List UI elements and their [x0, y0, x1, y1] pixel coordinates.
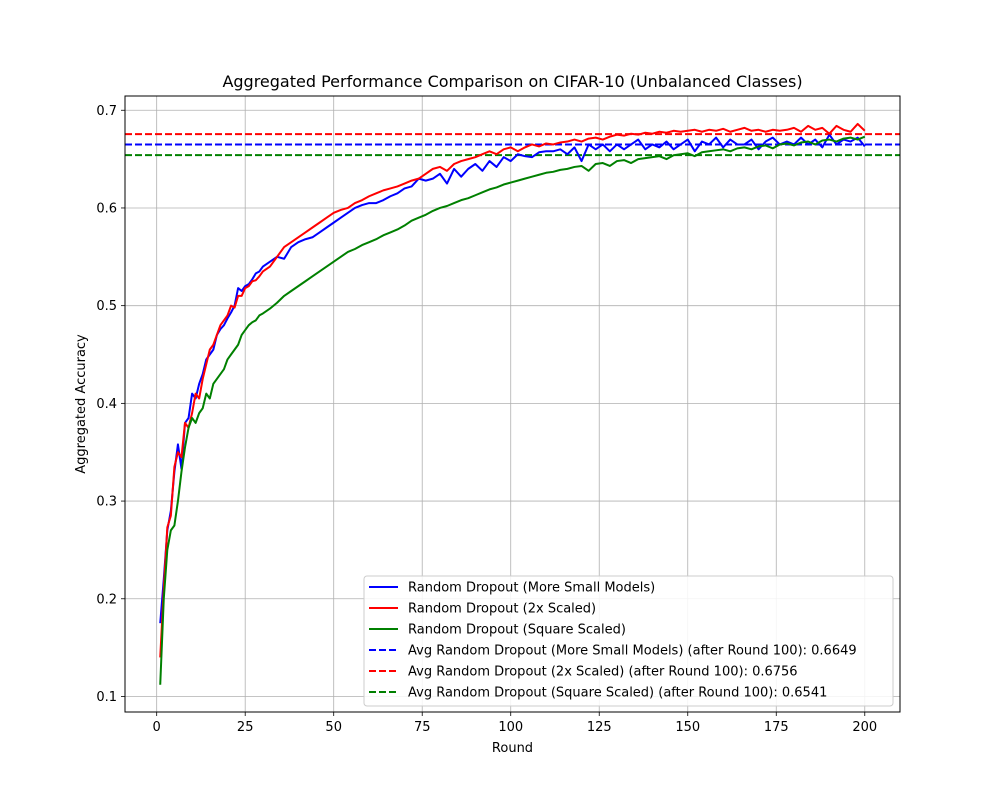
legend-label-3: Avg Random Dropout (More Small Models) (…: [408, 644, 857, 659]
x-tick-label: 50: [325, 720, 342, 735]
series-layer: [159, 122, 866, 685]
y-tick-label: 0.5: [96, 299, 117, 314]
y-tick-label: 0.3: [96, 495, 117, 510]
ticks-layer: 0 25 50 75 100 125 150 175 200 0.1 0.2 0.3 0.4 0.5 0.6…: [96, 104, 877, 735]
y-tick-label: 0.6: [96, 201, 117, 216]
plot-frame: [124, 95, 901, 713]
x-tick-label: 25: [237, 720, 254, 735]
legend-label-2: Random Dropout (Square Scaled): [408, 623, 626, 638]
legend-label-0: Random Dropout (More Small Models): [408, 581, 655, 596]
x-tick-label: 75: [414, 720, 431, 735]
legend-label-4: Avg Random Dropout (2x Scaled) (after Ro…: [408, 665, 798, 680]
legend: Random Dropout (More Small Models) Random…: [363, 575, 894, 707]
x-tick-label: 150: [675, 720, 700, 735]
x-axis-label: Round: [492, 741, 533, 756]
x-tick-label: 100: [498, 720, 523, 735]
y-tick-label: 0.2: [96, 592, 117, 607]
series-line-0: [159, 133, 866, 624]
legend-label-5: Avg Random Dropout (Square Scaled) (afte…: [408, 686, 827, 701]
series-line-1: [159, 122, 866, 658]
y-tick-label: 0.7: [96, 104, 117, 119]
x-tick-label: 125: [587, 720, 612, 735]
x-tick-label: 175: [764, 720, 789, 735]
chart-title: Aggregated Performance Comparison on CIF…: [222, 72, 802, 91]
x-tick-label: 0: [153, 720, 161, 735]
reference-lines-layer: [125, 133, 900, 157]
x-tick-label: 200: [852, 720, 877, 735]
y-axis-label: Aggregated Accuracy: [74, 334, 89, 474]
legend-box: [363, 575, 894, 707]
y-tick-label: 0.1: [96, 690, 117, 705]
series-line-2: [159, 135, 866, 685]
legend-label-1: Random Dropout (2x Scaled): [408, 602, 596, 617]
y-tick-label: 0.4: [96, 397, 117, 412]
